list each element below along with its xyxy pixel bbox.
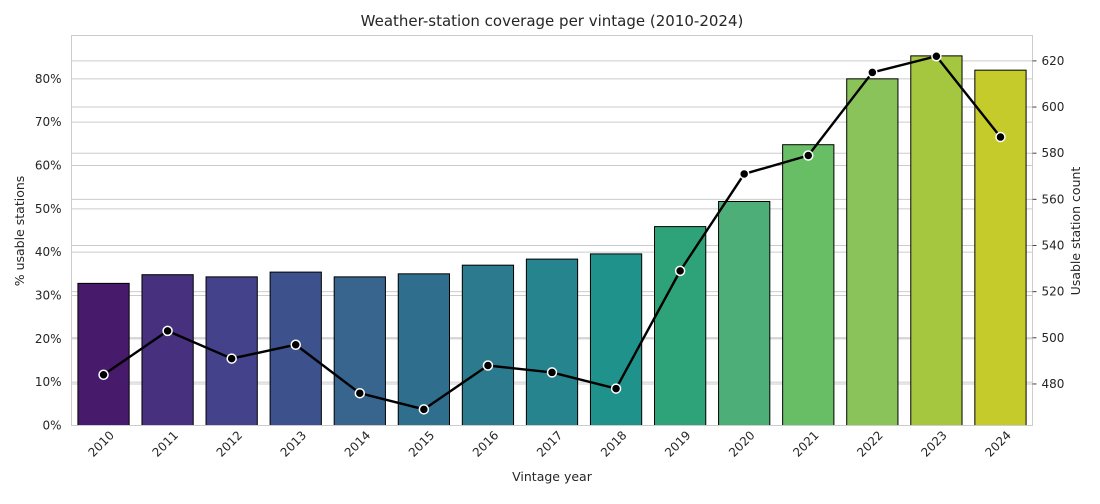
count-point-2019 xyxy=(674,265,686,277)
count-point-2016 xyxy=(482,360,494,371)
count-point-2024 xyxy=(995,131,1006,143)
count-line xyxy=(98,51,1006,415)
y2-tick-label: 560 xyxy=(1042,192,1065,206)
bar-2024 xyxy=(974,69,1027,427)
x-tick-label: 2014 xyxy=(342,428,373,459)
y2-tick-label: 480 xyxy=(1042,377,1065,391)
y-axis-label: % usable stations xyxy=(12,176,27,287)
bar-2015 xyxy=(397,273,450,427)
x-axis-ticks: 2010 2011 2012 2013 2014 2015 2016 2017 2018 2019… xyxy=(85,428,1013,459)
count-point-2015 xyxy=(418,404,430,415)
x-tick-label: 2011 xyxy=(150,428,181,459)
x-tick-label: 2018 xyxy=(598,428,629,459)
bar-2011 xyxy=(141,274,194,427)
y-tick-label: 20% xyxy=(35,332,62,346)
count-point-2018 xyxy=(610,383,622,394)
y-tick-label: 10% xyxy=(35,375,62,389)
y2-axis-label: Usable station count xyxy=(1068,167,1083,296)
y-tick-label: 80% xyxy=(35,72,62,86)
bar-2018 xyxy=(589,253,643,426)
count-point-2023 xyxy=(931,51,942,62)
count-point-2011 xyxy=(162,325,173,337)
x-axis-label: Vintage year xyxy=(512,469,593,484)
bar-2020 xyxy=(718,200,771,426)
count-point-2021 xyxy=(803,150,814,161)
y-tick-label: 40% xyxy=(35,245,62,259)
count-point-2010 xyxy=(98,369,109,380)
count-point-2013 xyxy=(290,339,301,350)
bar-2017 xyxy=(525,258,579,426)
x-tick-label: 2015 xyxy=(406,428,437,459)
x-tick-label: 2022 xyxy=(854,428,885,459)
count-point-2012 xyxy=(226,353,237,364)
count-point-2022 xyxy=(867,67,878,78)
y2-tick-label: 540 xyxy=(1042,239,1065,253)
count-point-2017 xyxy=(546,367,558,378)
x-tick-label: 2023 xyxy=(918,428,949,459)
x-tick-label: 2019 xyxy=(662,428,693,459)
bar-2010 xyxy=(77,282,130,426)
bar-2016 xyxy=(461,264,515,426)
count-point-2020 xyxy=(738,168,750,180)
plot-frame xyxy=(71,35,1033,426)
x-tick-label: 2013 xyxy=(278,428,309,459)
y2-tick-label: 500 xyxy=(1042,331,1065,345)
x-tick-label: 2020 xyxy=(726,428,757,459)
bar-2021 xyxy=(782,144,835,426)
y-tick-label: 50% xyxy=(35,202,62,216)
y-tick-label: 60% xyxy=(35,159,62,173)
y-tick-label: 30% xyxy=(35,289,62,303)
y2-axis-ticks: 480 500 520 540 560 580 600 620 xyxy=(1032,54,1065,391)
x-tick-label: 2016 xyxy=(470,428,501,459)
y-tick-label: 70% xyxy=(35,115,62,129)
y2-tick-label: 580 xyxy=(1042,146,1065,160)
y-axis-ticks: 0% 10% 20% 30% 40% 50% 60% 70% 80% xyxy=(35,72,62,433)
x-tick-label: 2021 xyxy=(790,428,821,459)
bar-2023 xyxy=(910,55,963,426)
bar-2014 xyxy=(333,276,386,426)
x-tick-label: 2010 xyxy=(85,428,116,459)
chart-title: Weather-station coverage per vintage (20… xyxy=(361,12,744,30)
y2-tick-label: 620 xyxy=(1042,54,1065,68)
x-tick-label: 2024 xyxy=(982,428,1013,459)
y-tick-label: 0% xyxy=(42,419,61,433)
bar-2019 xyxy=(654,226,707,426)
y2-tick-label: 600 xyxy=(1042,100,1065,114)
y2-tick-label: 520 xyxy=(1042,285,1065,299)
x-tick-label: 2012 xyxy=(214,428,245,459)
bar-2022 xyxy=(846,78,899,426)
x-tick-label: 2017 xyxy=(534,428,565,459)
count-point-2014 xyxy=(354,387,366,399)
